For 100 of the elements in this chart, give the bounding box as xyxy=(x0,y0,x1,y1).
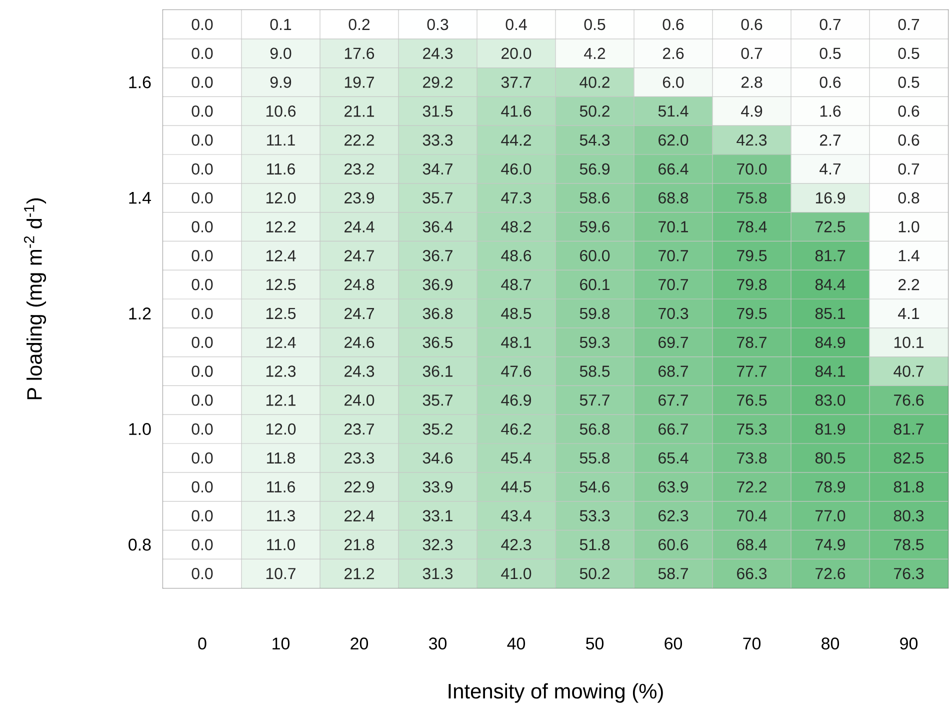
data-label: 68.7 xyxy=(658,366,688,377)
y-axis-title: P loading (mg m$^{-2}$ d$^{-1}$) xyxy=(24,198,46,400)
data-label: 21.2 xyxy=(344,568,374,580)
data-label: 70.4 xyxy=(737,510,767,522)
data-label: 36.1 xyxy=(422,366,452,377)
data-label: 81.7 xyxy=(815,250,845,262)
data-label: 24.3 xyxy=(344,366,374,377)
data-label: 34.6 xyxy=(422,452,453,464)
x-axis-title: Intensity of mowing (%) xyxy=(448,683,663,703)
data-label: 79.8 xyxy=(737,278,767,290)
data-label: 0.0 xyxy=(192,278,213,290)
data-label: 11.0 xyxy=(267,539,296,550)
data-label: 0.7 xyxy=(741,48,762,59)
data-label: 0.0 xyxy=(192,250,213,262)
x-tick-label: 30 xyxy=(428,638,447,650)
data-label: 10.7 xyxy=(266,568,296,580)
data-label: 35.7 xyxy=(422,394,452,406)
data-label: 0.7 xyxy=(898,18,920,30)
data-label: 54.6 xyxy=(580,481,610,492)
data-label: 11.8 xyxy=(267,452,295,464)
data-label: 21.1 xyxy=(344,106,374,117)
data-label: 0.1 xyxy=(270,18,292,30)
data-label: 0.0 xyxy=(192,76,213,88)
data-label: 66.4 xyxy=(658,163,688,175)
data-label: 24.7 xyxy=(344,308,374,320)
data-label: 12.3 xyxy=(266,366,296,377)
data-label: 72.5 xyxy=(816,221,846,232)
data-label: 37.7 xyxy=(501,76,531,88)
data-label: 12.5 xyxy=(266,278,296,290)
data-label: 78.9 xyxy=(816,481,846,492)
data-label: 44.2 xyxy=(501,134,531,146)
data-label: 75.3 xyxy=(737,423,767,435)
x-tick-label: 50 xyxy=(586,638,604,650)
x-tick-label: 60 xyxy=(664,638,682,650)
data-label: 31.5 xyxy=(422,106,453,117)
data-label: 0.0 xyxy=(192,452,213,464)
data-label: 48.7 xyxy=(501,278,531,290)
data-label: 10.6 xyxy=(266,106,296,117)
data-label: 33.1 xyxy=(422,510,452,522)
data-label: 0.0 xyxy=(192,134,213,146)
data-label: 79.5 xyxy=(737,308,767,320)
data-label: 56.8 xyxy=(580,423,610,435)
data-label: 50.2 xyxy=(580,568,610,580)
x-tick-label: 40 xyxy=(507,638,526,650)
data-label: 76.3 xyxy=(894,568,924,580)
data-label: 11.3 xyxy=(267,510,295,522)
data-label: 55.8 xyxy=(580,452,610,464)
data-label: 70.7 xyxy=(658,250,688,262)
y-tick-label: 1.2 xyxy=(129,308,151,320)
data-label: 51.8 xyxy=(580,539,610,550)
data-label: 36.4 xyxy=(422,221,453,232)
data-label: 12.5 xyxy=(266,308,296,320)
data-label: 0.6 xyxy=(741,18,762,30)
data-label: 33.3 xyxy=(422,134,453,146)
data-label: 54.3 xyxy=(580,134,610,146)
data-label: 59.8 xyxy=(580,308,610,320)
data-label: 66.3 xyxy=(737,568,767,580)
data-label: 4.2 xyxy=(584,48,606,59)
data-label: 79.5 xyxy=(737,250,767,262)
data-label: 12.1 xyxy=(266,394,296,406)
data-label: 4.7 xyxy=(820,163,841,174)
data-label: 0.6 xyxy=(662,18,684,30)
data-label: 6.0 xyxy=(662,76,684,88)
data-label: 42.3 xyxy=(501,539,532,550)
data-label: 36.5 xyxy=(422,336,453,348)
data-label: 40.7 xyxy=(894,366,924,377)
data-label: 73.8 xyxy=(737,452,767,464)
data-label: 62.0 xyxy=(658,134,688,146)
data-label: 0.4 xyxy=(506,18,527,30)
data-label: 84.1 xyxy=(815,366,845,377)
data-label: 40.2 xyxy=(580,76,610,88)
data-label: 12.4 xyxy=(266,250,296,262)
data-label: 60.0 xyxy=(580,250,610,262)
data-label: 29.2 xyxy=(423,76,452,88)
data-label: 77.0 xyxy=(816,510,846,522)
data-label: 59.3 xyxy=(580,336,610,348)
data-label: 2.7 xyxy=(820,134,841,146)
data-label: 36.9 xyxy=(422,278,453,290)
y-tick-label: 0.8 xyxy=(128,538,151,551)
data-label: 16.9 xyxy=(816,192,846,204)
data-label: 12.4 xyxy=(266,336,296,348)
data-label: 0.7 xyxy=(820,18,841,30)
data-label: 34.7 xyxy=(422,163,452,175)
data-label: 0.0 xyxy=(192,481,213,492)
x-tick-label: 80 xyxy=(822,638,840,650)
data-label: 70.3 xyxy=(658,308,688,320)
data-label: 81.9 xyxy=(815,423,846,435)
data-label: 0.7 xyxy=(898,163,920,175)
data-label: 47.3 xyxy=(501,192,532,204)
data-label: 78.4 xyxy=(737,221,767,232)
data-label: 19.7 xyxy=(344,76,374,88)
data-label: 0.0 xyxy=(192,308,213,320)
data-label: 41.0 xyxy=(501,568,532,580)
data-label: 77.7 xyxy=(737,366,766,377)
x-tick-label: 20 xyxy=(350,638,368,650)
data-label: 65.4 xyxy=(658,452,688,464)
x-tick-label: 0 xyxy=(198,638,206,650)
data-label: 0.6 xyxy=(820,76,841,88)
data-label: 44.5 xyxy=(501,481,532,492)
data-label: 0.0 xyxy=(192,366,213,377)
